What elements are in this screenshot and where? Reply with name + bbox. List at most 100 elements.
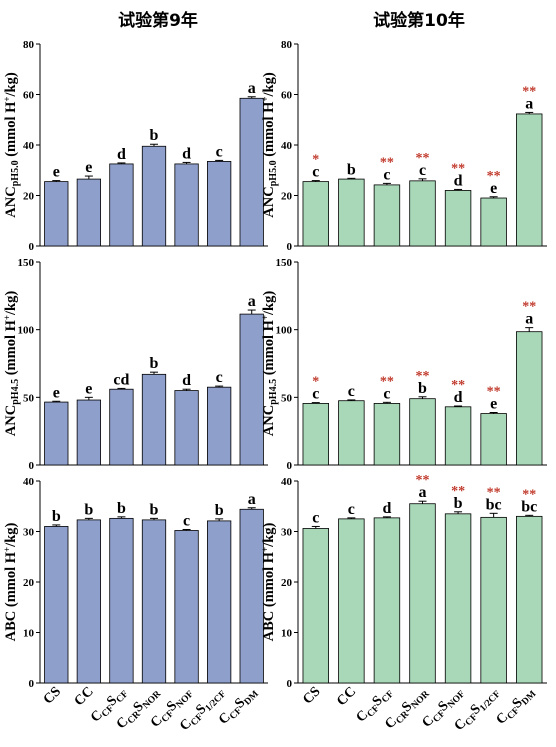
chart-panels: 0 20 40 60 80 ANCpH5.0 (mmol H+/kg) e e d b d c a 0 20… bbox=[2, 39, 547, 690]
significance-star: ** bbox=[522, 84, 536, 99]
bar bbox=[480, 197, 507, 247]
y-axis-label: ABC (mmol H+/kg) bbox=[2, 522, 19, 641]
y-tick-label: 150 bbox=[18, 257, 35, 269]
y-tick-label: 30 bbox=[281, 527, 293, 539]
significance-star: ** bbox=[451, 484, 465, 499]
significance-letter: a bbox=[248, 293, 256, 310]
significance-star: ** bbox=[451, 378, 465, 393]
significance-letter: d bbox=[182, 145, 191, 162]
y-tick-label: 0 bbox=[29, 460, 35, 472]
significance-letter: e bbox=[85, 159, 92, 176]
y-tick-label: 80 bbox=[281, 39, 293, 51]
y-axis-label: ANCpH5.0 (mmol H+/kg) bbox=[2, 72, 21, 218]
bar bbox=[109, 388, 134, 466]
bar bbox=[409, 180, 436, 247]
bar bbox=[239, 97, 264, 247]
y-tick-label: 10 bbox=[23, 628, 35, 640]
y-tick-label: 0 bbox=[29, 678, 35, 690]
significance-letter: b bbox=[215, 502, 224, 519]
significance-letter: bc bbox=[486, 496, 502, 513]
bar bbox=[409, 503, 436, 684]
significance-star: ** bbox=[487, 384, 501, 399]
bar bbox=[302, 403, 329, 466]
bar bbox=[174, 163, 199, 247]
bar bbox=[207, 386, 232, 466]
bar bbox=[338, 400, 365, 466]
bar bbox=[444, 190, 472, 247]
bar bbox=[516, 331, 543, 466]
significance-letter: a bbox=[525, 95, 533, 112]
significance-letter: b bbox=[454, 495, 463, 512]
bar bbox=[480, 516, 507, 684]
bar bbox=[338, 518, 365, 684]
bar bbox=[373, 184, 401, 247]
bar bbox=[516, 113, 543, 247]
bar bbox=[174, 530, 199, 684]
significance-letter: b bbox=[150, 127, 159, 144]
y-axis-label: ANCpH4.5 (mmol H+/kg) bbox=[260, 291, 279, 437]
significance-letter: d bbox=[382, 500, 391, 517]
bar bbox=[373, 517, 401, 684]
bar bbox=[302, 528, 329, 684]
panel-year9-abc: 0 10 20 30 40 ABC (mmol H+/kg) b b b b c b a bbox=[2, 476, 268, 690]
bar bbox=[480, 413, 507, 466]
bar bbox=[109, 163, 134, 247]
significance-letter: d bbox=[117, 146, 126, 163]
significance-letter: e bbox=[490, 395, 497, 412]
y-tick-label: 60 bbox=[23, 90, 35, 102]
y-tick-label: 40 bbox=[23, 140, 35, 152]
bar bbox=[44, 526, 69, 684]
bar bbox=[444, 513, 472, 684]
bar bbox=[141, 145, 167, 247]
bar bbox=[174, 390, 199, 466]
panel-year9-anc50: 0 20 40 60 80 ANCpH5.0 (mmol H+/kg) e e d b d c a bbox=[2, 39, 268, 253]
bar bbox=[444, 406, 472, 466]
significance-letter: c bbox=[348, 501, 355, 518]
bar bbox=[409, 398, 436, 466]
significance-star: * bbox=[312, 375, 319, 390]
significance-letter: b bbox=[347, 161, 356, 178]
bar bbox=[141, 519, 167, 684]
bar bbox=[338, 178, 365, 247]
bar bbox=[44, 401, 69, 466]
y-tick-label: 100 bbox=[18, 325, 35, 337]
significance-star: ** bbox=[487, 485, 501, 500]
bar bbox=[44, 181, 69, 247]
bar bbox=[516, 515, 543, 684]
y-tick-label: 150 bbox=[276, 257, 293, 269]
significance-letter: d bbox=[454, 389, 463, 406]
significance-letter: c bbox=[383, 385, 390, 402]
column-title-year10: 试验第10年 bbox=[373, 10, 465, 31]
bar bbox=[141, 373, 167, 466]
y-tick-label: 100 bbox=[276, 325, 293, 337]
significance-letter: b bbox=[150, 501, 159, 518]
significance-star: ** bbox=[416, 151, 430, 166]
significance-letter: b bbox=[418, 380, 427, 397]
significance-letter: a bbox=[419, 484, 427, 501]
y-tick-label: 0 bbox=[287, 678, 293, 690]
x-category-label: CS bbox=[300, 684, 323, 707]
significance-letter: e bbox=[53, 164, 60, 181]
y-tick-label: 0 bbox=[287, 460, 293, 472]
y-tick-label: 20 bbox=[281, 191, 293, 203]
y-tick-label: 60 bbox=[281, 90, 293, 102]
x-category-label: CCFSDM bbox=[494, 684, 539, 729]
significance-letter: c bbox=[216, 369, 223, 386]
y-tick-label: 10 bbox=[281, 628, 293, 640]
significance-letter: a bbox=[525, 311, 533, 328]
bar bbox=[239, 508, 264, 684]
x-category-label: CS bbox=[41, 684, 64, 707]
significance-letter: c bbox=[312, 386, 319, 403]
significance-letter: c bbox=[312, 509, 319, 526]
significance-letter: d bbox=[182, 372, 191, 389]
column-title-year9: 试验第9年 bbox=[118, 10, 198, 31]
y-axis-label: ABC (mmol H+/kg) bbox=[260, 522, 277, 641]
x-category-label: CC bbox=[72, 684, 97, 709]
bar bbox=[207, 520, 232, 684]
significance-star: ** bbox=[487, 169, 501, 184]
significance-letter: e bbox=[490, 180, 497, 197]
significance-letter: b bbox=[52, 508, 61, 525]
